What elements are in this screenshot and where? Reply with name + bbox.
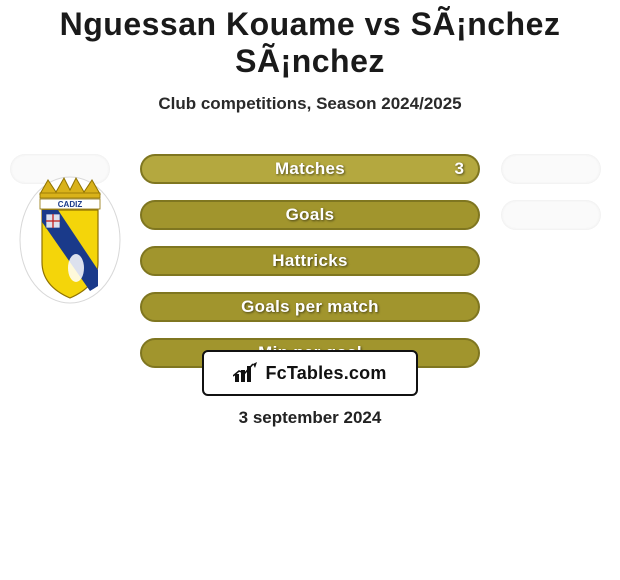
- stat-bar: Hattricks: [140, 246, 480, 276]
- stat-label: Goals per match: [241, 297, 379, 317]
- stat-label: Goals: [286, 205, 335, 225]
- page-title: Nguessan Kouame vs SÃ¡nchez SÃ¡nchez: [0, 0, 620, 80]
- stat-bar: Matches 3: [140, 154, 480, 184]
- page-subtitle: Club competitions, Season 2024/2025: [0, 94, 620, 114]
- value-pill-right: [501, 154, 601, 184]
- value-pill-right: [501, 200, 601, 230]
- club-crest: CADIZ: [18, 174, 122, 304]
- stat-label: Matches: [275, 159, 345, 179]
- stat-bar: Goals: [140, 200, 480, 230]
- bars-icon: [233, 362, 259, 384]
- stat-label: Hattricks: [272, 251, 347, 271]
- brand-badge: FcTables.com: [202, 350, 418, 396]
- stat-bar: Goals per match: [140, 292, 480, 322]
- crest-text: CADIZ: [58, 200, 83, 209]
- footer-date: 3 september 2024: [0, 408, 620, 428]
- brand-text: FcTables.com: [265, 363, 386, 384]
- page-root: Nguessan Kouame vs SÃ¡nchez SÃ¡nchez Clu…: [0, 0, 620, 580]
- stat-value: 3: [455, 159, 464, 179]
- shield-icon: CADIZ: [18, 174, 122, 304]
